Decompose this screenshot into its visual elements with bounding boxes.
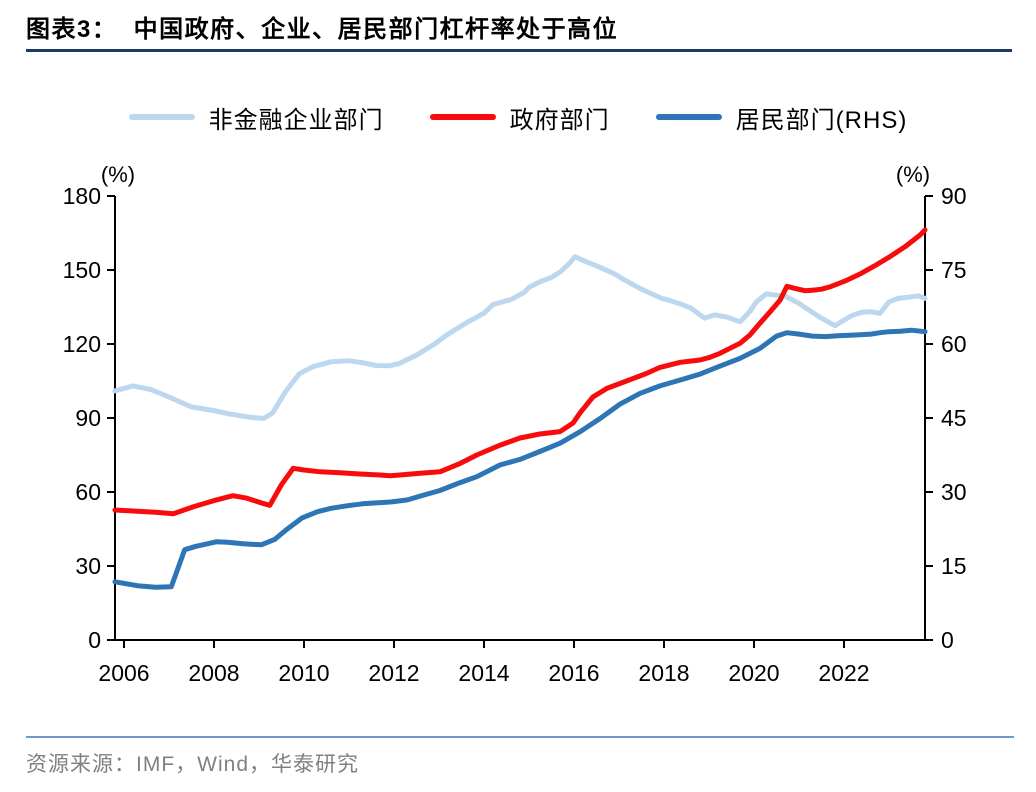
legend-label-gov: 政府部门	[509, 106, 610, 134]
x-tick-label: 2016	[548, 660, 599, 686]
left-tick-label: 0	[88, 627, 101, 653]
right-axis: 90 75 60 45 30 15 0	[925, 183, 967, 653]
left-tick-label: 120	[63, 331, 101, 357]
source-note: 资源来源：IMF，Wind，华泰研究	[26, 753, 359, 776]
left-tick-label: 150	[63, 257, 101, 283]
x-tick-label: 2008	[188, 660, 239, 686]
x-tick-label: 2010	[278, 660, 329, 686]
axis-frame	[114, 196, 926, 641]
series-line-gov	[112, 227, 928, 517]
right-tick-label: 45	[941, 405, 967, 431]
right-tick-label: 60	[941, 331, 967, 357]
chart-title: 图表3： 中国政府、企业、居民部门杠杆率处于高位	[26, 16, 619, 43]
legend-swatch-household	[655, 114, 722, 120]
x-tick-label: 2014	[458, 660, 509, 686]
title-underline	[26, 49, 1012, 52]
right-tick-label: 75	[941, 257, 967, 283]
legend: 非金融企业部门 政府部门 居民部门(RHS)	[0, 100, 1036, 134]
series-line-household	[112, 327, 928, 590]
left-tick-label: 30	[75, 553, 101, 579]
legend-swatch-nfc	[128, 114, 195, 120]
right-axis-unit: (%)	[896, 162, 930, 187]
x-tick-label: 2018	[638, 660, 689, 686]
left-tick-label: 90	[75, 405, 101, 431]
left-axis: 180 150 120 90 60 30 0	[63, 183, 115, 653]
x-tick-label: 2006	[98, 660, 149, 686]
x-axis: 2006 2008 2010 2012 2014 2016 2018 2020 2022	[98, 640, 870, 686]
legend-item-nfc: 非金融企业部门	[128, 100, 384, 135]
legend-label-nfc: 非金融企业部门	[208, 106, 384, 134]
right-tick-label: 90	[941, 183, 967, 209]
left-tick-label: 60	[75, 479, 101, 505]
legend-swatch-gov	[429, 114, 496, 120]
x-tick-label: 2022	[818, 660, 869, 686]
left-axis-unit: (%)	[101, 162, 135, 187]
footer-divider	[26, 736, 1014, 738]
right-tick-label: 0	[941, 627, 954, 653]
series-line-nfc	[112, 254, 928, 421]
legend-label-household: 居民部门(RHS)	[735, 106, 908, 134]
left-tick-label: 180	[63, 183, 101, 209]
right-tick-label: 15	[941, 553, 967, 579]
legend-item-household: 居民部门(RHS)	[655, 100, 908, 135]
right-tick-label: 30	[941, 479, 967, 505]
x-tick-label: 2020	[728, 660, 779, 686]
legend-item-gov: 政府部门	[429, 100, 610, 135]
x-tick-label: 2012	[368, 660, 419, 686]
